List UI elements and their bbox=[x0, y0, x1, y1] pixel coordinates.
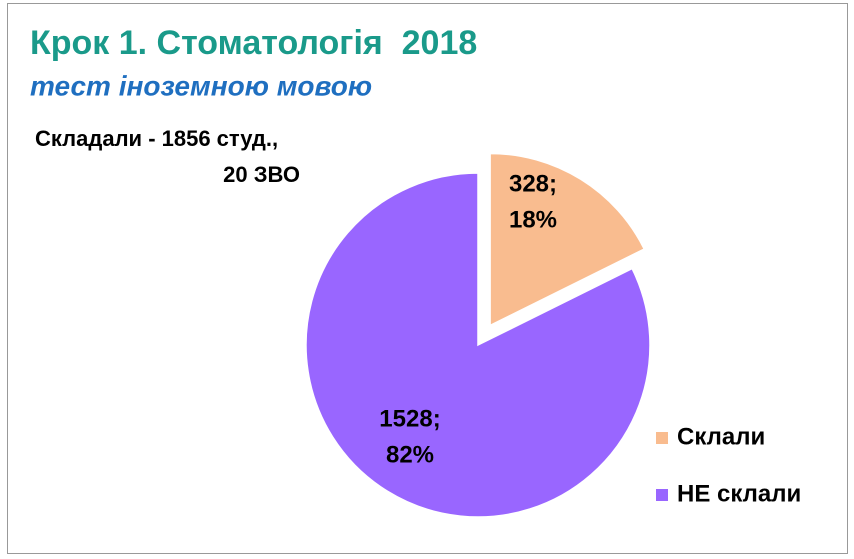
chart-subtitle: тест іноземною мовою bbox=[30, 70, 372, 101]
data-label: 18% bbox=[509, 206, 557, 233]
annotation: 20 ЗВО bbox=[223, 162, 300, 187]
chart-title: Крок 1. Стоматологія 2018 bbox=[30, 24, 477, 62]
data-label: 82% bbox=[386, 441, 434, 468]
pie-slice bbox=[489, 152, 646, 327]
pie-slice bbox=[305, 172, 651, 518]
legend-label: НЕ склали bbox=[677, 480, 801, 507]
legend-swatch bbox=[656, 489, 668, 501]
data-label: 328; bbox=[509, 170, 557, 197]
data-label: 1528; bbox=[379, 405, 440, 432]
legend-label: Склали bbox=[677, 423, 765, 450]
legend-swatch bbox=[656, 432, 668, 444]
annotation: Складали - 1856 студ., bbox=[35, 126, 278, 151]
